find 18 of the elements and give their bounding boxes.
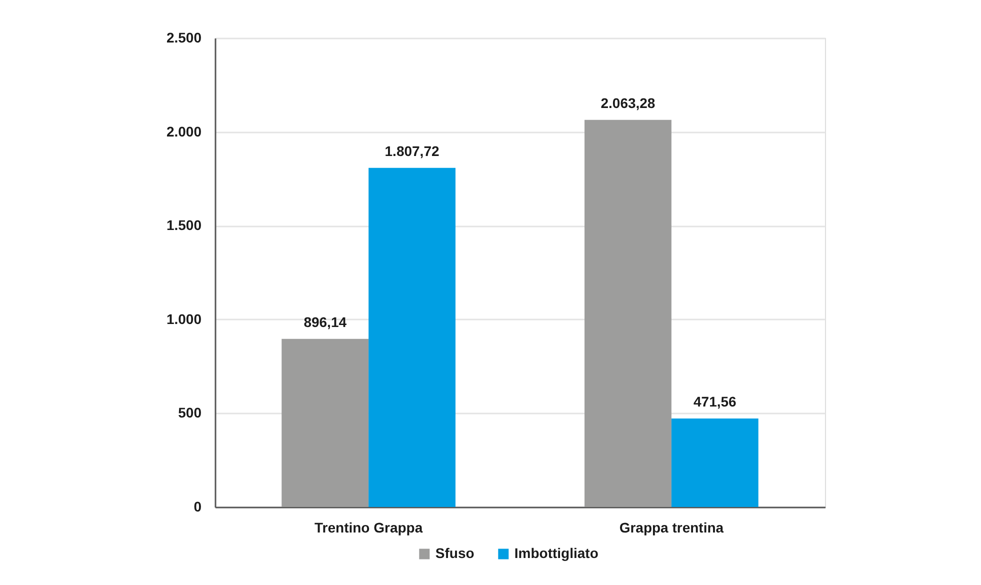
bar (368, 168, 456, 507)
y-tick-label: 1.000 (166, 310, 202, 327)
x-tick-label: Trentino Grappa (314, 520, 423, 536)
x-tick-label: Grappa trentina (619, 520, 724, 536)
data-label: 2.063,28 (600, 94, 656, 111)
data-label: 896,14 (304, 314, 347, 330)
bar (584, 120, 672, 507)
bar (671, 418, 758, 507)
data-label: 471,56 (693, 394, 737, 410)
y-tick-label: 1.500 (166, 217, 202, 234)
bar (282, 338, 369, 507)
legend-label: Imbottigliato (514, 545, 598, 561)
data-label: 1.807,72 (384, 142, 440, 159)
y-tick-label: 500 (178, 404, 202, 421)
y-tick-label: 2.000 (166, 123, 202, 140)
y-tick-label: 2.500 (166, 30, 202, 46)
y-tick-label: 0 (194, 498, 202, 514)
legend-label: Sfuso (435, 545, 474, 561)
